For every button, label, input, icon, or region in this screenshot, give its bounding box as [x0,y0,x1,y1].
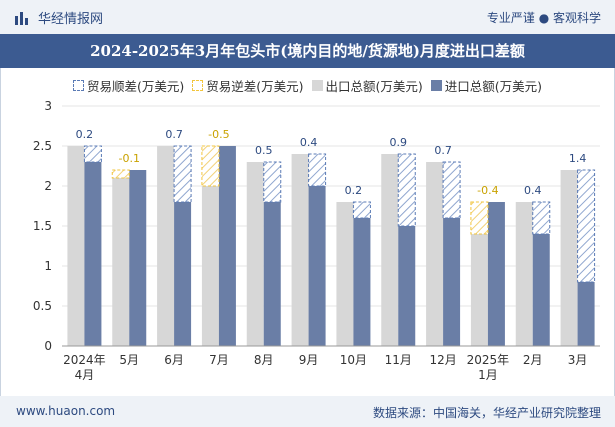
x-tick-label-3: 7月 [209,353,229,367]
title-bar: 2024-2025年3月年包头市(境内目的地/货源地)月度进出口差额 [0,34,615,68]
export-bar-9 [470,234,488,346]
export-bar-1 [112,178,130,346]
balance-label-9: -0.4 [477,184,498,197]
y-axis: 0 0.5 1 1.5 2 2.5 3 [33,99,600,353]
export-bar-8 [426,162,444,346]
surplus-segment-10 [532,201,551,235]
balance-label-7: 0.9 [390,136,408,149]
x-tick-label-2: 6月 [164,353,184,367]
export-bar-0 [67,146,85,346]
legend-import-swatch [430,79,442,91]
import-bar-4 [263,202,281,346]
tagline: 专业严谨 ● 客观科学 [486,11,601,25]
y-tick-label-3: 1.5 [33,219,52,233]
x-tick-label-5: 9月 [299,353,319,367]
brand-name: 华经情报网 [38,12,104,27]
export-bar-4 [246,162,264,346]
import-bar-9 [487,202,505,346]
website-link[interactable]: www.huaon.com [16,404,116,418]
legend-export-swatch [311,79,323,91]
x-tick-label-0-0: 2024年 [63,353,106,367]
import-bar-0 [84,162,102,346]
y-tick-label-6: 3 [44,99,52,113]
surplus-segment-11 [577,169,596,283]
balance-label-3: -0.5 [208,128,229,141]
legend-surplus-label: 贸易顺差(万美元) [86,78,185,94]
x-tick-label-8: 12月 [429,353,456,367]
surplus-segment-5 [308,153,327,187]
legend-export[interactable]: 出口总额(万美元) [311,76,423,95]
legend: 贸易顺差(万美元) 贸易逆差(万美元) 出口总额(万美元) 进口总额(万美元) [0,72,615,98]
import-bar-2 [174,202,192,346]
legend-surplus-swatch [72,79,84,91]
export-bar-7 [381,154,399,346]
balance-label-1: -0.1 [119,152,140,165]
bar-chart-logo-icon [15,11,28,25]
deficit-segment-1 [111,169,130,179]
surplus-segment-4 [263,161,282,203]
x-tick-label-10: 2月 [523,353,543,367]
balance-label-8: 0.7 [434,144,452,157]
y-tick-label-1: 0.5 [33,299,52,313]
balance-label-0: 0.2 [76,128,94,141]
footer: www.huaon.com 数据来源：中国海关，华经产业研究院整理 [0,396,615,427]
legend-import[interactable]: 进口总额(万美元) [430,76,543,95]
import-bar-3 [218,146,236,346]
surplus-segment-6 [352,201,371,219]
balance-label-4: 0.5 [255,144,273,157]
y-tick-label-2: 1 [44,259,52,273]
deficit-segment-9 [470,201,489,235]
x-tick-label-11: 3月 [568,353,588,367]
import-bar-8 [443,218,461,346]
export-bar-11 [560,170,578,346]
export-bar-3 [201,186,219,346]
legend-import-label: 进口总额(万美元) [444,78,543,94]
import-bar-5 [308,186,326,346]
legend-deficit[interactable]: 贸易逆差(万美元) [192,76,304,95]
x-tick-label-9-1: 1月 [478,368,498,382]
import-bar-11 [577,282,595,346]
brand[interactable]: 华经情报网 [14,8,103,27]
bars [67,145,596,346]
deficit-segment-3 [201,145,220,187]
import-bar-1 [129,170,147,346]
surplus-segment-8 [442,161,461,219]
x-tick-label-4: 8月 [254,353,274,367]
x-tick-label-9-0: 2025年 [467,353,510,367]
y-tick-label-0: 0 [44,339,52,353]
x-tick-label-1: 5月 [119,353,139,367]
legend-deficit-label: 贸易逆差(万美元) [206,78,304,94]
x-tick-label-7: 11月 [385,353,412,367]
import-bar-10 [532,234,550,346]
surplus-segment-2 [173,145,192,203]
export-bar-2 [157,146,175,346]
import-bar-7 [398,226,416,346]
balance-label-5: 0.4 [300,136,318,149]
data-labels: 0.2 -0.1 0.7 -0.5 0.5 0.4 0.2 0.9 0.7 -0.4 0.4 1.4 [76,128,587,197]
export-bar-5 [291,154,309,346]
balance-label-2: 0.7 [165,128,183,141]
balance-label-6: 0.2 [345,184,363,197]
legend-export-label: 出口总额(万美元) [325,78,423,94]
y-tick-label-5: 2.5 [33,139,52,153]
export-bar-10 [515,202,533,346]
surplus-segment-7 [397,153,416,227]
data-source: 数据来源：中国海关，华经产业研究院整理 [372,406,601,420]
top-bar: 华经情报网 专业严谨 ● 客观科学 [0,0,615,34]
import-bar-6 [353,218,371,346]
legend-surplus[interactable]: 贸易顺差(万美元) [72,76,185,95]
surplus-segment-0 [83,145,102,163]
export-bar-6 [336,202,354,346]
y-tick-label-4: 2 [44,179,52,193]
balance-label-10: 0.4 [524,184,542,197]
x-tick-label-0-1: 4月 [75,368,95,382]
balance-label-11: 1.4 [569,152,587,165]
x-tick-label-6: 10月 [340,353,367,367]
chart-title: 2024-2025年3月年包头市(境内目的地/货源地)月度进出口差额 [90,42,525,60]
legend-deficit-swatch [192,79,204,91]
